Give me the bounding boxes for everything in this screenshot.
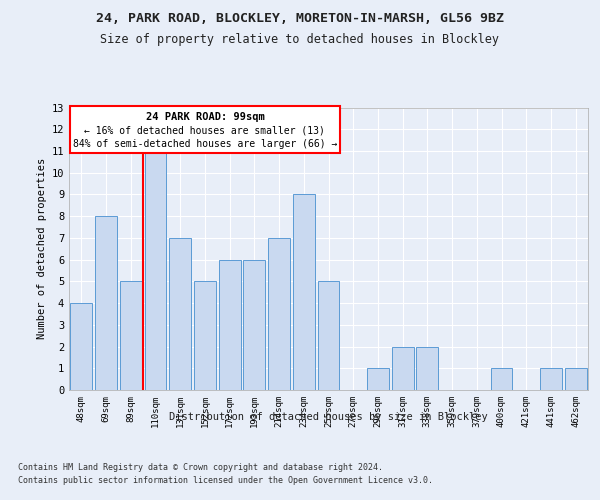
Bar	[194, 282, 216, 390]
Text: Contains public sector information licensed under the Open Government Licence v3: Contains public sector information licen…	[18, 476, 433, 485]
Bar	[70, 303, 92, 390]
Bar	[145, 151, 166, 390]
Bar	[565, 368, 587, 390]
Text: Contains HM Land Registry data © Crown copyright and database right 2024.: Contains HM Land Registry data © Crown c…	[18, 462, 383, 471]
Text: 24, PARK ROAD, BLOCKLEY, MORETON-IN-MARSH, GL56 9BZ: 24, PARK ROAD, BLOCKLEY, MORETON-IN-MARS…	[96, 12, 504, 26]
Bar	[367, 368, 389, 390]
Bar	[268, 238, 290, 390]
Text: Size of property relative to detached houses in Blockley: Size of property relative to detached ho…	[101, 32, 499, 46]
Bar	[169, 238, 191, 390]
Bar	[244, 260, 265, 390]
Bar	[540, 368, 562, 390]
Text: 24 PARK ROAD: 99sqm: 24 PARK ROAD: 99sqm	[146, 112, 265, 122]
Text: ← 16% of detached houses are smaller (13): ← 16% of detached houses are smaller (13…	[85, 126, 325, 136]
Bar	[293, 194, 314, 390]
Text: Distribution of detached houses by size in Blockley: Distribution of detached houses by size …	[169, 412, 488, 422]
Text: 84% of semi-detached houses are larger (66) →: 84% of semi-detached houses are larger (…	[73, 140, 337, 149]
Bar	[416, 346, 438, 390]
Bar	[219, 260, 241, 390]
Y-axis label: Number of detached properties: Number of detached properties	[37, 158, 47, 340]
Bar	[70, 106, 340, 153]
Bar	[95, 216, 117, 390]
Bar	[491, 368, 512, 390]
Bar	[120, 282, 142, 390]
Bar	[392, 346, 413, 390]
Bar	[317, 282, 340, 390]
